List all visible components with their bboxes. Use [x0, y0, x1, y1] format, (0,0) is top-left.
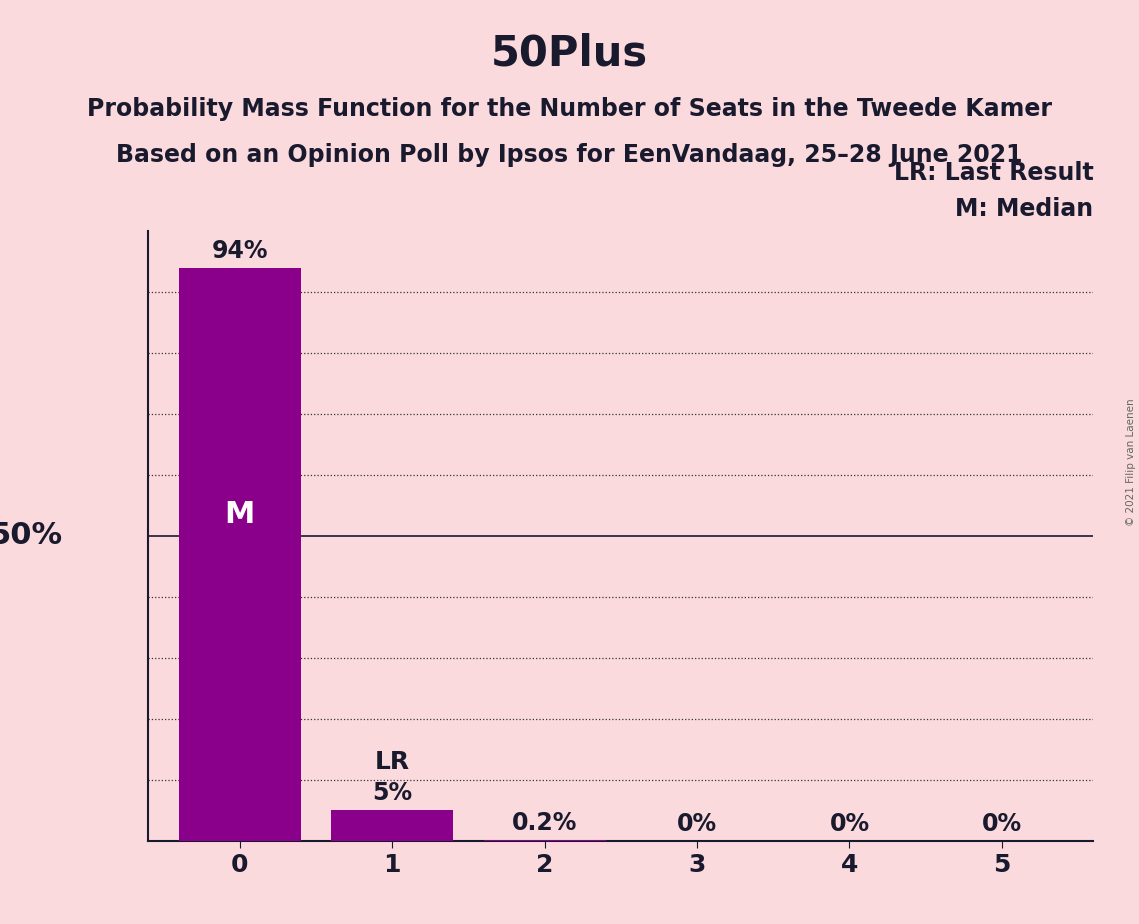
Text: M: Median: M: Median [956, 198, 1093, 222]
Bar [331, 810, 453, 841]
Text: 0%: 0% [677, 812, 718, 836]
Text: 5%: 5% [372, 782, 412, 806]
Text: 0%: 0% [982, 812, 1022, 836]
Text: 50%: 50% [0, 521, 63, 551]
Text: M: M [224, 500, 255, 529]
Text: LR: LR [375, 749, 410, 773]
Text: 0.2%: 0.2% [511, 810, 577, 834]
Text: 94%: 94% [212, 238, 268, 262]
Text: 50Plus: 50Plus [491, 32, 648, 74]
Bar [484, 840, 606, 841]
Text: 0%: 0% [829, 812, 869, 836]
Bar [179, 268, 301, 841]
Text: LR: Last Result: LR: Last Result [894, 161, 1093, 185]
Text: Based on an Opinion Poll by Ipsos for EenVandaag, 25–28 June 2021: Based on an Opinion Poll by Ipsos for Ee… [116, 143, 1023, 167]
Text: Probability Mass Function for the Number of Seats in the Tweede Kamer: Probability Mass Function for the Number… [87, 97, 1052, 121]
Text: © 2021 Filip van Laenen: © 2021 Filip van Laenen [1126, 398, 1136, 526]
